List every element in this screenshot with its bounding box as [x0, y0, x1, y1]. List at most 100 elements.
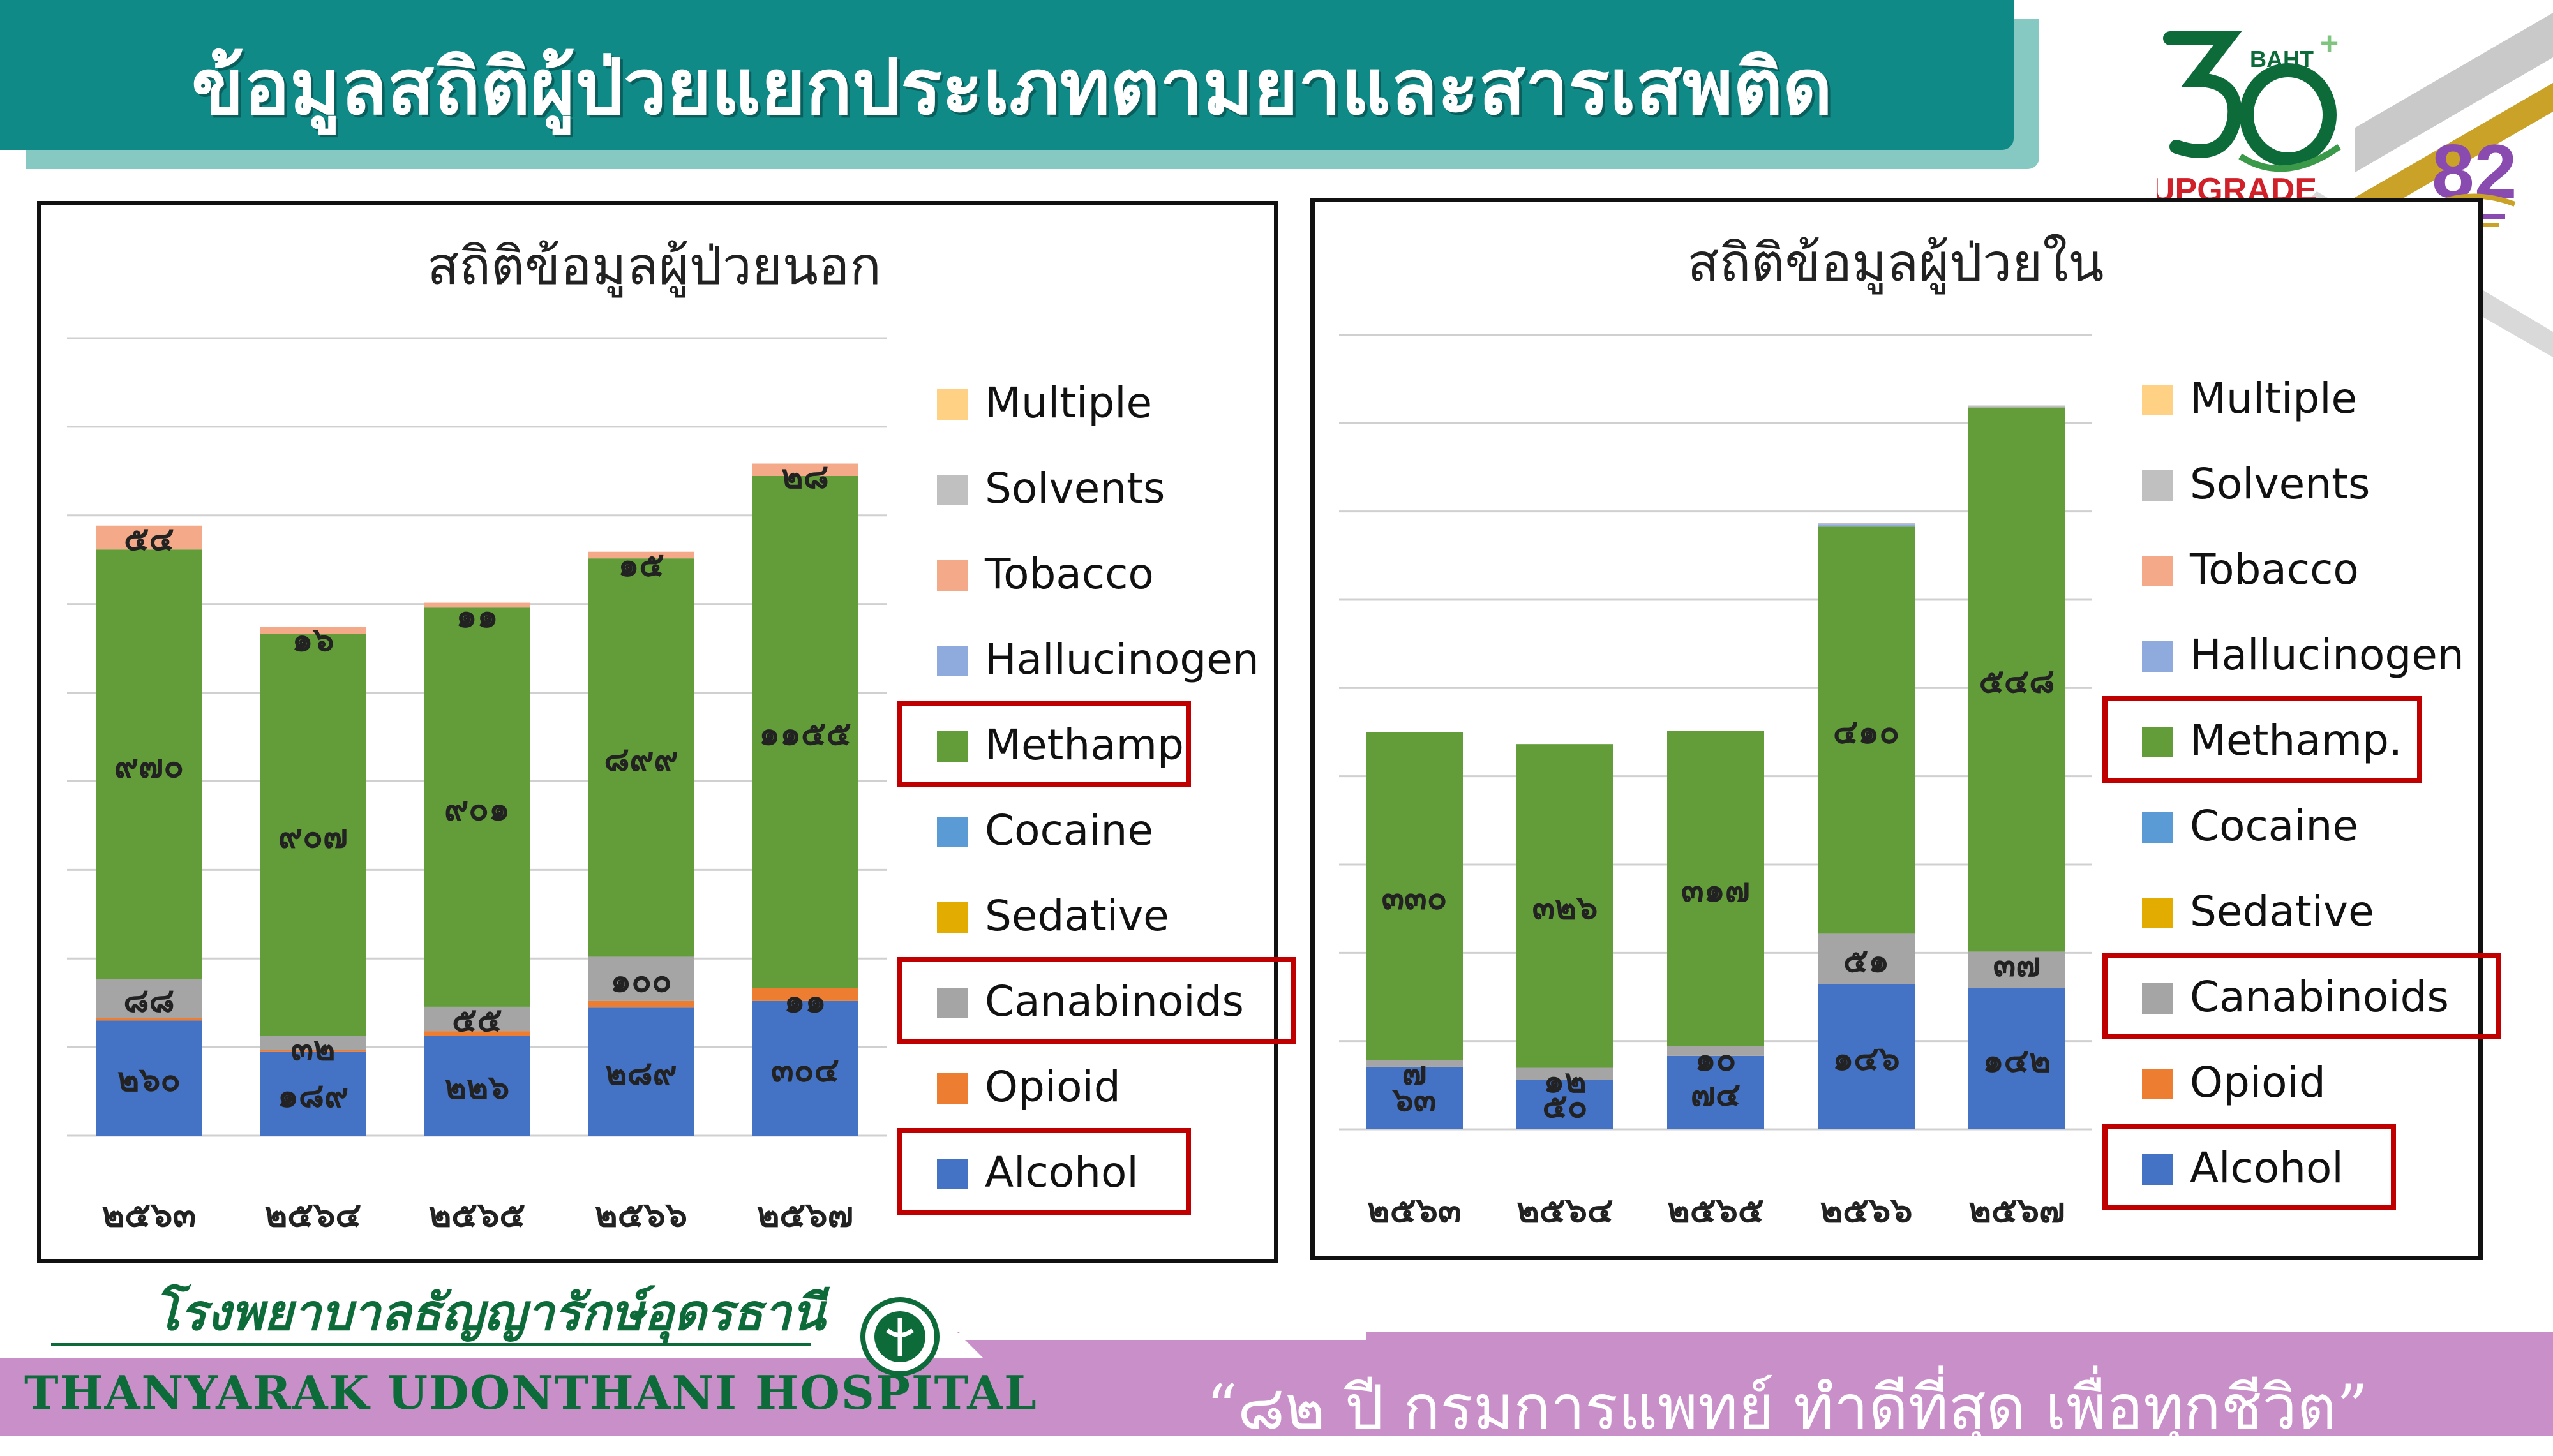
- data-label: ๓๐๔: [771, 1051, 839, 1089]
- chart-title: สถิติข้อมูลผู้ป่วยใน: [1688, 233, 2104, 294]
- legend-swatch: [937, 1073, 968, 1104]
- legend-swatch: [937, 389, 968, 420]
- bar-segment: [260, 627, 366, 634]
- legend-label: Cocaine: [2190, 801, 2358, 851]
- bar-segment: [752, 463, 858, 476]
- bar-segment: [1366, 1066, 1463, 1129]
- legend-label: Hallucinogen: [2190, 630, 2464, 680]
- legend-label: Solvents: [985, 464, 1165, 513]
- data-label: ๕๔๘: [1979, 662, 2055, 701]
- bar-segment: [1968, 951, 2065, 989]
- data-label: ๑๕: [618, 546, 664, 584]
- category-label: ๒๕๖๔: [1516, 1190, 1613, 1230]
- slogan-text: “๘๒ ปี กรมการแพทย์ ทำดีที่สุด เพื่อทุกชี…: [1206, 1372, 2369, 1443]
- data-label: ๓๒: [291, 1030, 336, 1068]
- data-label: ๗: [1402, 1054, 1426, 1092]
- data-label: ๑๑: [784, 982, 826, 1020]
- data-label: ๑๑: [456, 597, 498, 635]
- svg-text:+: +: [2320, 26, 2339, 61]
- bar-segment: [588, 956, 694, 1001]
- legend-label: Sedative: [2190, 887, 2374, 936]
- legend-label: Tobacco: [2189, 545, 2359, 594]
- bar-segment: [260, 634, 366, 1036]
- category-label: ๒๕๖๓: [1367, 1190, 1462, 1230]
- legend-swatch: [2142, 727, 2173, 757]
- legend-swatch: [937, 988, 968, 1018]
- bar-segment: [1366, 732, 1463, 1060]
- legend-swatch: [937, 646, 968, 676]
- legend-swatch: [2142, 470, 2173, 501]
- bar-segment: [588, 551, 694, 559]
- bar-segment: [588, 558, 694, 957]
- data-label: ๔๑๐: [1833, 713, 1899, 751]
- bar-segment: [96, 525, 202, 550]
- department-emblem-icon: [860, 1297, 940, 1376]
- bar-segment: [1818, 526, 1915, 934]
- legend-swatch: [937, 1159, 968, 1189]
- footer-divider: [945, 1321, 1366, 1340]
- data-label: ๕๔: [124, 520, 174, 558]
- bar-segment: [424, 607, 530, 1007]
- data-label: ๑๐: [1695, 1040, 1737, 1078]
- data-label: ๘๙๙: [604, 740, 678, 778]
- legend-label: Methamp.: [2190, 716, 2402, 765]
- bar-segment: [1667, 1055, 1764, 1129]
- bar-segment: [260, 1050, 366, 1052]
- bar-segment: [424, 1036, 530, 1136]
- legend-label: Alcohol: [2190, 1143, 2344, 1192]
- bar-segment: [1516, 1080, 1613, 1129]
- category-label: ๒๕๖๔: [265, 1194, 362, 1235]
- data-label: ๓๒๖: [1532, 889, 1598, 927]
- data-label: ๒๒๖: [445, 1069, 510, 1107]
- legend-swatch: [2142, 898, 2173, 928]
- legend-label: Multiple: [985, 378, 1152, 427]
- data-label: ๘๘: [123, 981, 174, 1020]
- bar-segment: [588, 1000, 694, 1008]
- legend-swatch: [2142, 983, 2173, 1014]
- data-label: ๑๑๕๕: [759, 715, 851, 753]
- legend-swatch: [937, 560, 968, 591]
- bar-segment: [1968, 988, 2065, 1129]
- legend-label: Opioid: [985, 1062, 1121, 1111]
- bar-segment: [96, 1020, 202, 1136]
- bar-segment: [260, 1051, 366, 1136]
- legend-label: Alcohol: [985, 1148, 1139, 1197]
- legend-label: Solvents: [2190, 459, 2370, 509]
- data-label: ๙๗๐: [114, 747, 184, 785]
- bar-segment: [96, 1018, 202, 1021]
- bar-segment: [1516, 1067, 1613, 1080]
- hospital-underline: [51, 1343, 811, 1346]
- category-label: ๒๕๖๕: [1667, 1190, 1764, 1230]
- data-label: ๒๘: [781, 458, 828, 496]
- data-label: ๕๐: [1542, 1087, 1587, 1125]
- legend-label: Sedative: [985, 891, 1169, 940]
- legend-swatch: [937, 475, 968, 505]
- bar-segment: [1968, 407, 2065, 952]
- legend-label: Tobacco: [984, 549, 1154, 598]
- bar-segment: [588, 1007, 694, 1136]
- data-label: ๑๘๙: [278, 1076, 348, 1115]
- legend-highlight-box: [2102, 953, 2501, 1039]
- data-label: ๒๘๙: [605, 1055, 677, 1093]
- bar-segment: [260, 1036, 366, 1050]
- legend-swatch: [2142, 1154, 2173, 1185]
- bar-segment: [752, 475, 858, 988]
- legend-swatch: [937, 902, 968, 933]
- page-title: ข้อมูลสถิติผู้ป่วยแยกประเภทตามยาและสารเส…: [191, 43, 1833, 132]
- legend-label: Methamp: [985, 720, 1184, 769]
- legend-label: Hallucinogen: [985, 635, 1259, 684]
- legend-label: Opioid: [2190, 1058, 2326, 1107]
- bar-segment: [1968, 405, 2065, 408]
- legend-swatch: [2142, 556, 2173, 586]
- bar-segment: [1818, 523, 1915, 525]
- legend-swatch: [937, 731, 968, 762]
- legend-highlight-box: [897, 701, 1191, 787]
- bar-segment: [424, 1006, 530, 1032]
- data-label: ๗๔: [1691, 1075, 1741, 1113]
- legend-swatch: [937, 817, 968, 847]
- category-label: ๒๕๖๕: [429, 1194, 526, 1235]
- data-label: ๑๔๖: [1832, 1039, 1899, 1078]
- bar-segment: [752, 988, 858, 1001]
